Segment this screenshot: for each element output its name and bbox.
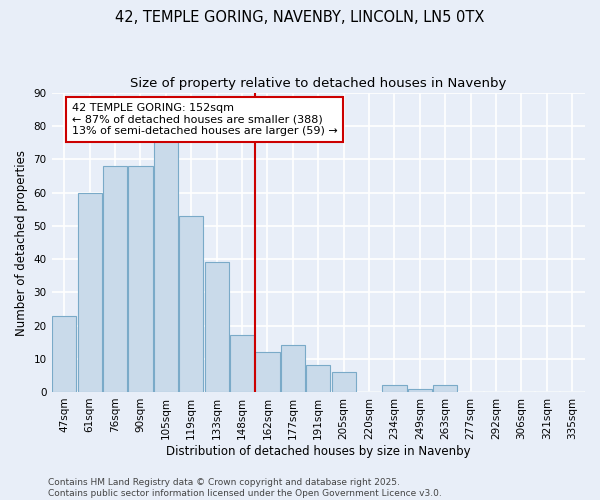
Bar bbox=[154, 140, 178, 392]
Bar bbox=[179, 216, 203, 392]
Bar bbox=[332, 372, 356, 392]
Bar bbox=[281, 346, 305, 392]
Y-axis label: Number of detached properties: Number of detached properties bbox=[15, 150, 28, 336]
Title: Size of property relative to detached houses in Navenby: Size of property relative to detached ho… bbox=[130, 78, 506, 90]
Text: Contains HM Land Registry data © Crown copyright and database right 2025.
Contai: Contains HM Land Registry data © Crown c… bbox=[48, 478, 442, 498]
Bar bbox=[433, 386, 457, 392]
Bar bbox=[306, 366, 331, 392]
Bar bbox=[408, 388, 432, 392]
Bar bbox=[52, 316, 76, 392]
Bar bbox=[103, 166, 127, 392]
Bar bbox=[256, 352, 280, 392]
Bar bbox=[77, 192, 102, 392]
Text: 42 TEMPLE GORING: 152sqm
← 87% of detached houses are smaller (388)
13% of semi-: 42 TEMPLE GORING: 152sqm ← 87% of detach… bbox=[72, 103, 338, 136]
Bar bbox=[382, 386, 407, 392]
Bar bbox=[205, 262, 229, 392]
X-axis label: Distribution of detached houses by size in Navenby: Distribution of detached houses by size … bbox=[166, 444, 470, 458]
Bar bbox=[128, 166, 152, 392]
Bar bbox=[230, 336, 254, 392]
Text: 42, TEMPLE GORING, NAVENBY, LINCOLN, LN5 0TX: 42, TEMPLE GORING, NAVENBY, LINCOLN, LN5… bbox=[115, 10, 485, 25]
